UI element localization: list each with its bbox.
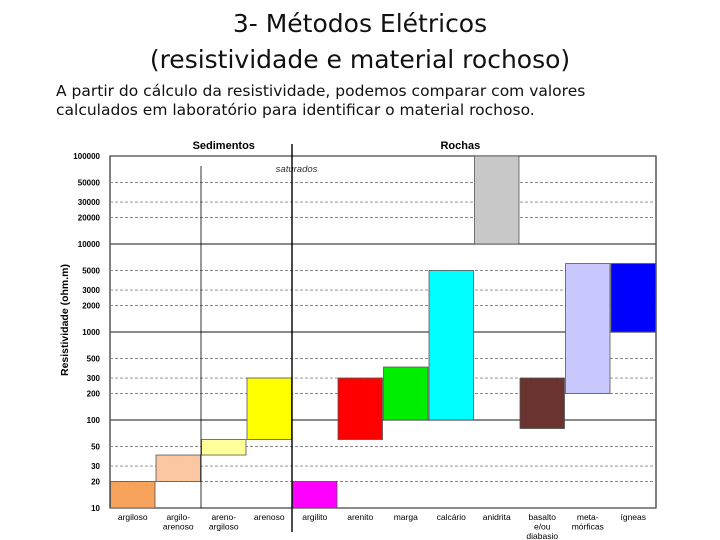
group-header-sedimentos: Sedimentos xyxy=(193,140,255,152)
bar-3 xyxy=(246,377,292,440)
title-line-2: (resistividade e material rochoso) xyxy=(149,45,571,74)
bar-10 xyxy=(565,263,611,394)
category-label: argilito xyxy=(302,512,327,522)
y-tick-label: 300 xyxy=(87,374,101,383)
y-tick-label: 50 xyxy=(91,442,100,451)
category-label: argilo- xyxy=(166,512,190,522)
slide-body-text: A partir do cálculo da resistividade, po… xyxy=(56,82,706,120)
category-label: arenoso xyxy=(254,512,285,522)
y-tick-label: 5000 xyxy=(82,266,100,275)
category-label: basalto xyxy=(529,512,557,522)
y-tick-label: 2000 xyxy=(82,302,100,311)
category-label: ígneas xyxy=(620,512,646,522)
category-label: arenito xyxy=(347,512,373,522)
bar-6 xyxy=(383,366,429,421)
y-tick-label: 3000 xyxy=(82,286,100,295)
category-label: areno- xyxy=(211,512,236,522)
bar-5 xyxy=(337,377,383,440)
category-label: arenoso xyxy=(163,522,194,532)
y-tick-label: 50000 xyxy=(78,178,101,187)
category-label: anidrita xyxy=(483,512,511,522)
category-label: mórficas xyxy=(572,522,604,532)
y-tick-label: 20000 xyxy=(78,214,101,223)
slide-title: 3- Métodos Elétricos (resistividade e ma… xyxy=(0,6,720,78)
bar-2 xyxy=(201,439,247,456)
y-tick-label: 100 xyxy=(87,416,101,425)
category-label: e/ou xyxy=(534,522,551,532)
bar-8 xyxy=(474,155,520,245)
y-tick-label: 30000 xyxy=(78,198,101,207)
y-tick-label: 500 xyxy=(87,354,101,363)
bar-9 xyxy=(519,377,565,429)
title-line-1: 3- Métodos Elétricos xyxy=(232,9,488,38)
group-header-rochas: Rochas xyxy=(440,140,480,152)
bar-7 xyxy=(428,270,474,421)
bar-4 xyxy=(292,481,338,509)
y-tick-label: 10 xyxy=(91,504,100,513)
bar-11 xyxy=(610,263,656,333)
y-tick-label: 10000 xyxy=(78,240,101,249)
body-line-1: A partir do cálculo da resistividade, po… xyxy=(56,82,586,100)
y-tick-label: 20 xyxy=(91,478,100,487)
y-tick-label: 30 xyxy=(91,462,100,471)
y-tick-label: 200 xyxy=(87,390,101,399)
y-tick-label: 100000 xyxy=(73,152,100,161)
category-label: meta- xyxy=(577,512,599,522)
category-label: argiloso xyxy=(118,512,148,522)
category-label: calcário xyxy=(437,512,467,522)
y-axis-label: Resistividade (ohm.m) xyxy=(59,264,71,376)
annotation-saturados: saturados xyxy=(276,164,318,175)
category-label: marga xyxy=(394,512,418,522)
y-tick-label: 1000 xyxy=(82,328,100,337)
body-line-2: calculados em laboratório para identific… xyxy=(56,101,535,119)
category-label: argiloso xyxy=(209,522,239,532)
bar-0 xyxy=(110,481,156,509)
bar-1 xyxy=(155,454,201,482)
category-label: diabasio xyxy=(526,531,558,540)
